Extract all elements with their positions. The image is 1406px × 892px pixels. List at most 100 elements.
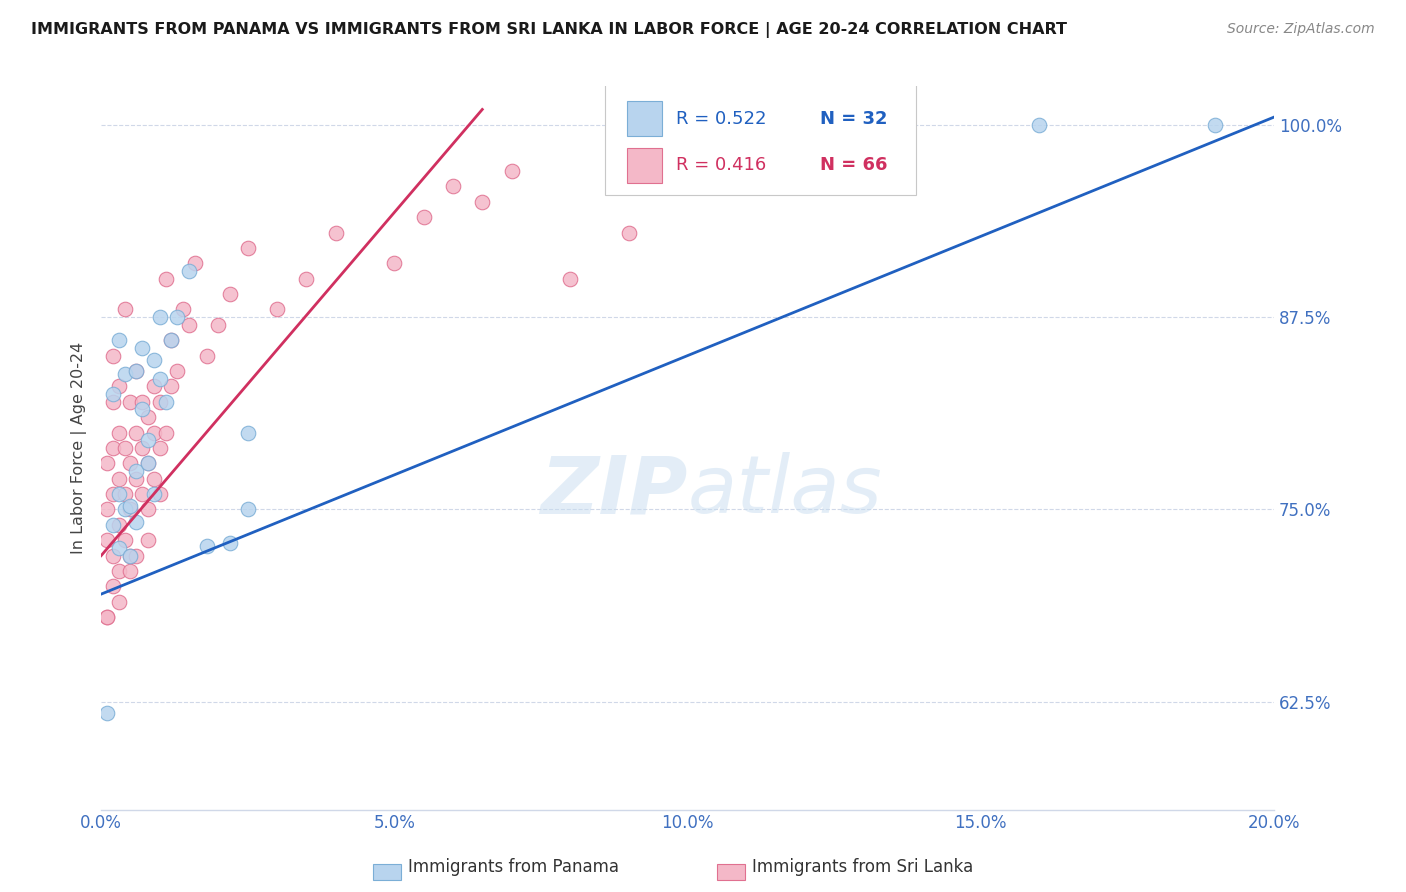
Point [266,302,288,317]
Y-axis label: In Labor Force | Age 20-24: In Labor Force | Age 20-24 [72,342,87,554]
Point [325,226,347,240]
Point [219,287,242,301]
Point [207,822,229,837]
Point [149,394,172,409]
Point [1204,118,1226,132]
Point [131,487,153,501]
Point [107,472,129,486]
Point [177,264,200,278]
Point [114,533,136,548]
Point [125,364,148,378]
Point [149,487,172,501]
Text: atlas: atlas [688,452,883,531]
Point [560,271,582,285]
Point [142,472,165,486]
Point [142,487,165,501]
Text: R = 0.522: R = 0.522 [676,110,766,128]
Point [107,425,129,440]
Point [120,502,142,516]
Point [114,502,136,516]
Point [96,456,118,470]
Point [96,502,118,516]
Point [136,533,159,548]
Point [207,318,229,332]
Point [114,367,136,381]
Point [155,425,177,440]
Text: ZIP: ZIP [540,452,688,531]
Point [120,549,142,563]
Point [131,394,153,409]
Point [142,425,165,440]
Point [177,318,200,332]
Point [107,517,129,532]
Point [136,434,159,448]
Point [136,502,159,516]
Bar [627,102,662,136]
Point [160,333,183,347]
Point [120,500,142,514]
Point [114,302,136,317]
Point [101,394,124,409]
Point [149,310,172,325]
Bar [627,148,662,183]
Point [155,271,177,285]
Point [101,441,124,455]
Point [617,226,640,240]
Point [166,310,188,325]
Point [149,441,172,455]
Point [120,394,142,409]
Point [101,349,124,363]
Point [101,517,124,532]
Point [125,425,148,440]
FancyBboxPatch shape [606,84,917,194]
Point [142,353,165,368]
Text: R = 0.416: R = 0.416 [676,156,766,174]
Point [295,271,318,285]
Point [195,540,218,554]
Point [114,487,136,501]
Point [101,487,124,501]
Point [471,194,494,209]
Point [166,364,188,378]
Point [101,549,124,563]
Point [96,533,118,548]
Point [184,256,207,270]
Point [1028,118,1050,132]
Point [101,387,124,401]
Point [114,441,136,455]
Point [236,241,259,255]
Point [96,610,118,624]
Point [441,179,464,194]
Point [236,502,259,516]
Point [136,410,159,425]
Point [131,341,153,355]
Point [107,333,129,347]
Point [149,372,172,386]
Text: N = 32: N = 32 [820,110,887,128]
Point [120,456,142,470]
Point [155,394,177,409]
Point [125,472,148,486]
Point [172,302,194,317]
Point [195,349,218,363]
Point [131,441,153,455]
Point [125,464,148,478]
Point [120,549,142,563]
Point [160,333,183,347]
Point [236,425,259,440]
Point [96,610,118,624]
Point [107,564,129,578]
Point [125,515,148,529]
Point [136,456,159,470]
Point [107,541,129,555]
Point [142,379,165,393]
Point [219,536,242,550]
Text: Immigrants from Sri Lanka: Immigrants from Sri Lanka [752,858,973,876]
Point [107,487,129,501]
Point [120,564,142,578]
Point [131,402,153,417]
Text: Immigrants from Panama: Immigrants from Panama [408,858,619,876]
Text: N = 66: N = 66 [820,156,887,174]
Point [107,379,129,393]
Point [125,549,148,563]
